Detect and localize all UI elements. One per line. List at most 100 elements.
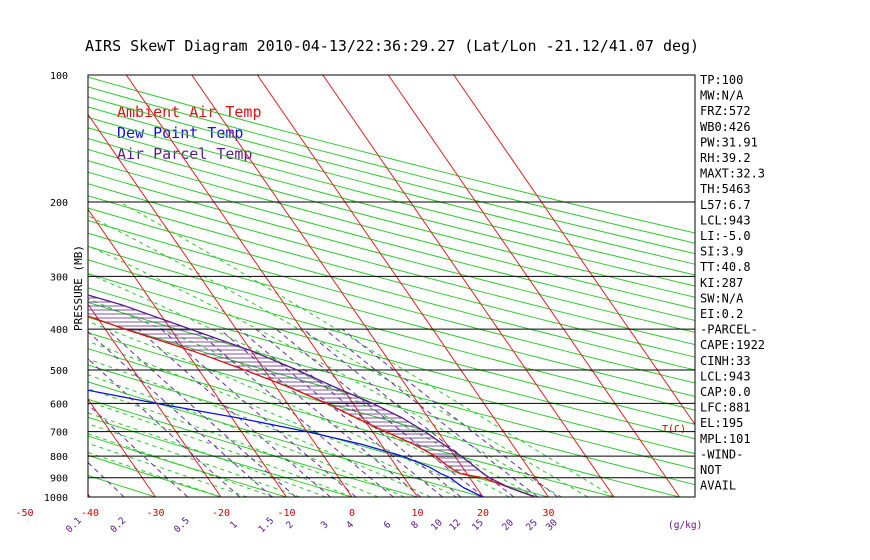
- series-group: [88, 294, 536, 497]
- moist-adiabat: [88, 433, 274, 497]
- plot-area: [0, 74, 696, 498]
- pressure-tick-label: 200: [50, 198, 68, 209]
- dry-adiabat: [88, 207, 695, 371]
- mixing-ratio-line: [0, 329, 80, 497]
- dry-adiabat: [88, 106, 695, 265]
- bottom-temp-tick-label: -10: [277, 508, 295, 519]
- dry-adiabat: [88, 364, 549, 497]
- pressure-tick-label: 500: [50, 366, 68, 377]
- index-label: LCL:943: [700, 369, 751, 383]
- isotherm: [88, 398, 156, 497]
- index-label: WB0:426: [700, 120, 751, 134]
- index-label: SI:3.9: [700, 245, 743, 259]
- index-label: LFC:881: [700, 401, 751, 415]
- index-label: RH:39.2: [700, 151, 751, 165]
- isotherm: [88, 303, 222, 497]
- mixing-ratio-line: [324, 328, 539, 497]
- index-label: MAXT:32.3: [700, 167, 765, 181]
- series-line: [88, 294, 536, 497]
- dry-adiabat: [88, 245, 695, 411]
- moist-adiabat: [88, 298, 510, 497]
- index-label: CINH:33: [700, 354, 751, 368]
- dry-adiabat: [88, 219, 695, 384]
- mixing-ratio-label: 4: [344, 519, 356, 531]
- index-label: MPL:101: [700, 432, 751, 446]
- dry-adiabat: [88, 301, 695, 470]
- dry-adiabat: [88, 398, 418, 497]
- mixing-ratio-label: 30: [544, 517, 560, 533]
- index-label: -PARCEL-: [700, 323, 758, 337]
- mixing-ratio-label: 3: [319, 519, 331, 531]
- bottom-temp-tick-label: 0: [349, 508, 355, 519]
- dry-adiabat: [88, 381, 484, 497]
- dry-adiabat: [88, 416, 353, 497]
- pressure-tick-label: 600: [50, 399, 68, 410]
- dry-adiabat: [88, 287, 695, 455]
- dry-adiabat: [88, 259, 695, 425]
- index-label: FRZ:572: [700, 104, 751, 118]
- index-label: EL:195: [700, 416, 743, 430]
- moist-adiabat: [88, 442, 248, 497]
- mixing-ratio-label: 25: [524, 517, 540, 533]
- pressure-tick-label: 900: [50, 474, 68, 485]
- moist-adiabat: [88, 451, 222, 497]
- isotherm: [256, 75, 549, 497]
- plot-frame: [87, 74, 696, 498]
- dry-adiabat: [88, 148, 695, 310]
- index-label: LCL:943: [700, 213, 751, 227]
- mixing-ratio-label: 6: [382, 519, 394, 531]
- legend-entry: Air Parcel Temp: [117, 145, 252, 163]
- isotherm: [453, 75, 695, 426]
- pressure-tick-label: 800: [50, 452, 68, 463]
- dry-adiabat: [88, 273, 695, 440]
- index-label: CAPE:1922: [700, 338, 765, 352]
- isotherm: [88, 208, 287, 497]
- index-label: EI:0.2: [700, 307, 743, 321]
- chart-title: AIRS SkewT Diagram 2010-04-13/22:36:29.2…: [85, 37, 699, 55]
- pressure-tick-label: 700: [50, 428, 68, 439]
- moist-adiabat: [119, 201, 615, 497]
- bottom-temp-tick-label: 20: [477, 508, 489, 519]
- bottom-temp-tick-label: -40: [81, 508, 99, 519]
- series-line: [88, 315, 536, 497]
- dry-adiabat: [88, 96, 695, 255]
- dry-adiabat: [88, 454, 222, 497]
- pressure-tick-label: 400: [50, 325, 68, 336]
- bottom-temp-tick-label: -30: [146, 508, 164, 519]
- mixing-ratio-label: 1.5: [256, 515, 276, 535]
- dry-adiabat: [88, 348, 615, 497]
- bottom-temp-tick-label: -20: [212, 508, 230, 519]
- mixing-ratio-label: 10: [429, 517, 445, 533]
- dry-adiabat: [88, 316, 695, 486]
- dry-adiabat: [88, 86, 695, 244]
- index-label: LI:-5.0: [700, 229, 751, 243]
- index-label: -WIND-: [700, 447, 743, 461]
- temp-unit-label: T(C): [662, 424, 686, 435]
- index-label: L57:6.7: [700, 198, 751, 212]
- mixing-ratio-label: 12: [447, 517, 463, 533]
- mixing-ratio-label: 0.5: [172, 515, 192, 535]
- index-label: CAP:0.0: [700, 385, 751, 399]
- mixing-ratio-label: 20: [500, 517, 516, 533]
- index-label: MW:N/A: [700, 89, 744, 103]
- mixing-ratio-label: 8: [409, 519, 421, 531]
- isotherm: [322, 75, 615, 497]
- index-label: TH:5463: [700, 182, 751, 196]
- dry-adiabat: [88, 195, 695, 358]
- bottom-temp-tick-label: 30: [542, 508, 554, 519]
- moist-adiabat: [88, 374, 405, 497]
- dry-adiabat: [88, 183, 695, 346]
- isotherm: [88, 113, 353, 497]
- dry-adiabat: [88, 160, 695, 321]
- mixing-ratio-label: 1: [228, 519, 240, 531]
- series-line: [88, 389, 484, 497]
- index-label: NOT: [700, 463, 722, 477]
- series-clip: [88, 294, 536, 497]
- isotherm: [0, 75, 25, 497]
- pressure-tick-label: 300: [50, 272, 68, 283]
- moist-adiabat: [88, 423, 300, 497]
- dry-adiabat: [88, 138, 695, 298]
- y-axis-label: PRESSURE (MB): [72, 245, 85, 331]
